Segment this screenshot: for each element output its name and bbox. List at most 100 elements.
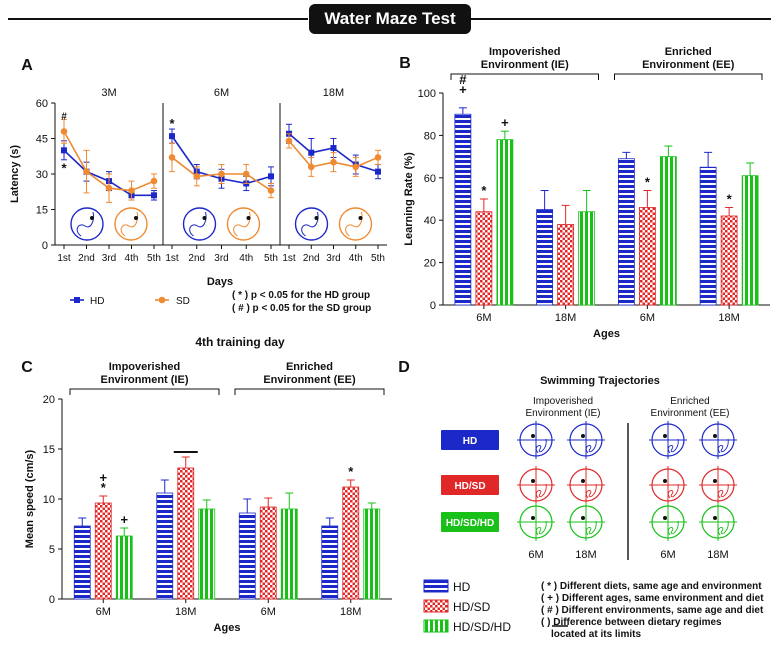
point-HD-18M-1	[308, 149, 315, 156]
trajectory-path-6M-0	[189, 211, 207, 237]
banner-rule-right	[471, 18, 771, 20]
platform-dot-a	[90, 216, 94, 220]
row-badge-HD/SD	[441, 475, 499, 495]
ylabel-B: Learning Rate (%)	[403, 152, 415, 246]
point-SD-6M-0	[168, 154, 176, 161]
platform-dot-d	[663, 516, 667, 520]
annotation-B: +	[501, 115, 509, 130]
point-SD-6M-1	[193, 173, 201, 180]
point-HD-6M-4	[268, 173, 274, 180]
bar-B-HD/SD/HD-3	[741, 175, 759, 306]
group-label-B-1: Environment (EE)	[642, 59, 735, 71]
point-SD-18M-2	[330, 158, 337, 166]
ytick-label-C: 5	[49, 544, 55, 556]
annotation-a: #	[61, 111, 67, 122]
trajectory-path-d	[535, 520, 547, 536]
point-SD-6M-4	[267, 187, 275, 194]
group-label-B-0: Environment (IE)	[481, 59, 569, 71]
legend-label-sd: SD	[176, 296, 190, 307]
bar-C-HD/SD/HD-0	[115, 535, 133, 600]
xtick-label-a: 5th	[147, 253, 161, 264]
ytick-label-B: 60	[424, 173, 436, 185]
trajectory-path-d	[667, 438, 679, 454]
platform-dot-d	[581, 434, 585, 438]
legend-note-a-1: ( * ) p < 0.05 for the HD group	[232, 290, 370, 301]
ytick-label-B: 100	[418, 88, 436, 100]
point-HD-18M-4	[375, 168, 381, 175]
bar-B-HD-3	[699, 166, 717, 306]
legend-label-HD/SD: HD/SD	[453, 600, 491, 614]
bar-C-HD/SD/HD-2	[280, 508, 298, 600]
point-HD-6M-0	[169, 133, 175, 140]
col-label-d-3: 18M	[707, 549, 728, 561]
xlabel-B: Ages	[593, 328, 620, 340]
legend-note-d-0: ( * ) Different diets, same age and envi…	[541, 581, 762, 592]
bar-B-HD/SD-2	[638, 207, 656, 306]
ytick-label-a: 60	[36, 98, 48, 110]
trajectory-icon-18M-1	[338, 207, 373, 241]
ytick-label-C: 10	[43, 494, 55, 506]
trajectory-path-3M-1	[120, 211, 138, 237]
bar-C-HD-2	[238, 512, 256, 600]
xtick-label-a: 2nd	[78, 253, 95, 264]
col-header-d-0: Environment (IE)	[525, 408, 600, 419]
platform-dot-d	[531, 516, 535, 520]
bar-B-HD/SD/HD-2	[659, 156, 677, 306]
ytick-label-B: 0	[430, 300, 436, 312]
platform-dot-d	[581, 516, 585, 520]
group-bracket-C-1	[234, 388, 385, 395]
legend-swatch-HD/SD/HD	[423, 619, 449, 633]
trajectory-path-6M-1	[233, 211, 251, 237]
banner-rule-left	[8, 18, 308, 20]
point-HD-18M-2	[330, 144, 337, 151]
legend-note-d-2: ( # ) Different environments, same age a…	[541, 605, 764, 616]
legend-note-d-3: ( ) Difference between dietary regimes	[541, 617, 722, 628]
bar-B-HD/SD/HD-0	[496, 139, 514, 306]
trajectory-path-d	[535, 438, 547, 454]
row-badge-label-HD/SD/HD: HD/SD/HD	[446, 518, 494, 529]
trajectory-path-18M-1	[345, 211, 363, 237]
annotation-B: *	[481, 183, 487, 198]
trajectory-path-d	[585, 483, 597, 499]
bar-B-HD/SD-0	[475, 211, 493, 306]
xtick-label-C: 18M	[175, 606, 196, 618]
bar-C-HD-1	[156, 492, 174, 600]
legend-label-HD/SD/HD: HD/SD/HD	[453, 620, 511, 634]
subpanel-title-3M: 3M	[101, 87, 116, 99]
group-label-C-1: Enriched	[286, 361, 333, 373]
xtick-label-a: 4th	[349, 253, 363, 264]
legend-swatch-HD/SD	[423, 599, 449, 613]
xtick-label-a: 1st	[282, 253, 296, 264]
platform-dot-d	[713, 434, 717, 438]
trajectory-path-d	[667, 520, 679, 536]
col-label-d-1: 18M	[575, 549, 596, 561]
legend-marker-hd	[74, 297, 80, 303]
point-SD-3M-1	[83, 168, 90, 175]
panel-label-c: C	[21, 359, 33, 376]
point-SD-3M-4	[150, 177, 158, 185]
group-label-B-1: Enriched	[665, 46, 712, 58]
trajectory-path-3M-0	[76, 211, 94, 237]
bar-B-HD-0	[454, 113, 472, 306]
point-SD-18M-3	[352, 163, 360, 171]
platform-dot-a	[134, 216, 138, 220]
platform-dot-d	[531, 479, 535, 483]
trajectory-icon-6M-0	[182, 207, 217, 241]
group-bracket-C-0	[69, 388, 220, 395]
ytick-label-a: 0	[42, 240, 48, 252]
platform-dot-d	[581, 479, 585, 483]
trajectory-icon-6M-1	[226, 207, 261, 241]
group-label-C-0: Impoverished	[109, 361, 181, 373]
trajectory-path-d	[667, 483, 679, 499]
subpanel-title-18M: 18M	[323, 87, 344, 99]
xtick-label-B: 18M	[718, 312, 739, 324]
legend-swatch-HD	[423, 579, 449, 593]
panel-d-title: Swimming Trajectories	[540, 375, 660, 387]
group-label-C-0: Environment (IE)	[100, 374, 188, 386]
platform-dot-a	[246, 216, 251, 220]
bar-B-HD/SD/HD-1	[578, 211, 596, 306]
point-SD-18M-0	[285, 137, 293, 145]
group-bracket-B-1	[614, 73, 763, 80]
platform-dot-d	[663, 479, 667, 483]
